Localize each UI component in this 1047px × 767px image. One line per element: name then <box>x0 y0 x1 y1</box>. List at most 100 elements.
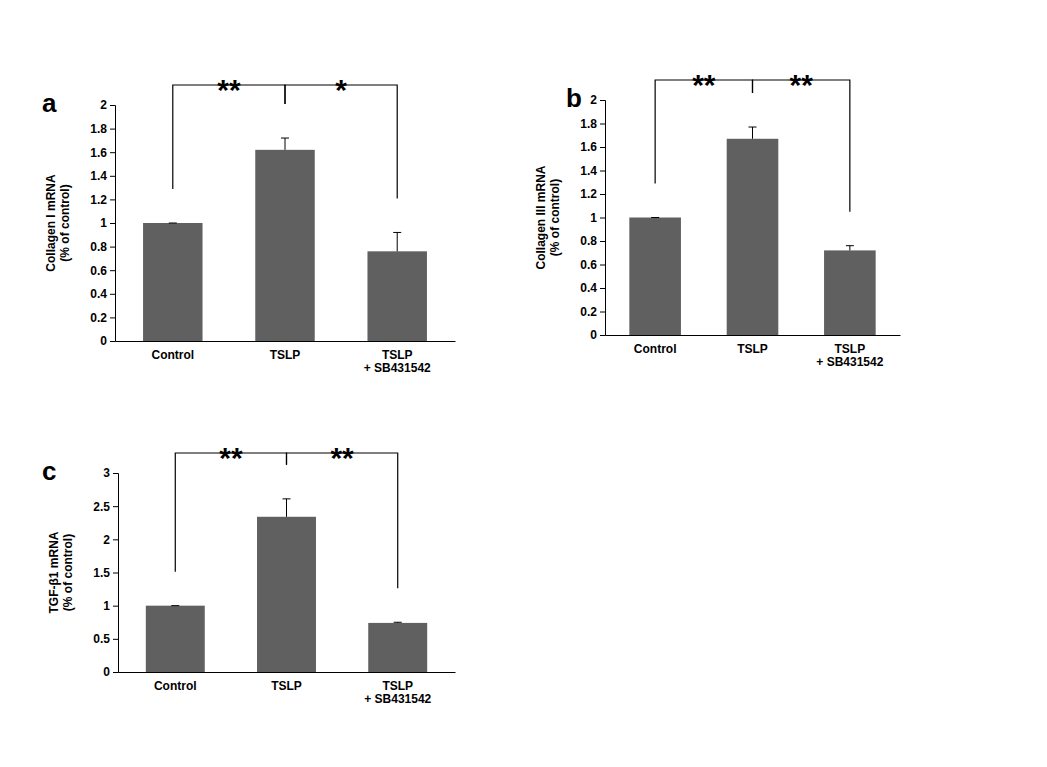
axis-line <box>606 335 901 336</box>
tick-label-line: TSLP <box>382 348 413 362</box>
significance-label: ** <box>217 73 241 106</box>
y-axis: 00.20.40.60.811.21.41.61.82 <box>90 98 115 348</box>
tick: Control <box>151 341 194 362</box>
tick: 0.8 <box>90 240 115 254</box>
tick-mark <box>600 147 605 148</box>
tick: 1 <box>100 216 115 230</box>
tick-label: 1.6 <box>90 146 107 160</box>
tick: Control <box>154 672 197 693</box>
error-bar <box>171 605 179 606</box>
bar <box>255 150 314 341</box>
tick-mark <box>600 218 605 219</box>
tick: 2 <box>590 93 605 107</box>
panel: 00.20.40.60.811.21.41.61.82ControlTSLPTS… <box>534 68 901 369</box>
error-bars <box>651 127 854 250</box>
plot-area <box>629 127 875 335</box>
bar <box>727 139 779 335</box>
y-axis-title: Collagen III mRNA(% of control) <box>534 165 562 269</box>
tick-label: 0 <box>100 334 107 348</box>
tick-mark <box>600 335 605 336</box>
significance-label: ** <box>219 441 243 474</box>
tick-mark <box>600 124 605 125</box>
tick-label: 1.2 <box>580 187 597 201</box>
tick: 0.4 <box>90 287 115 301</box>
axis-line <box>110 106 116 342</box>
tick-mark <box>110 294 115 295</box>
error-bar <box>281 138 289 150</box>
bar <box>257 517 316 672</box>
tick: 0 <box>590 328 605 342</box>
error-bar <box>169 223 177 224</box>
tick: TSLP <box>737 335 768 356</box>
tick-label: 2.5 <box>93 500 110 514</box>
tick-label: TSLP <box>271 679 302 693</box>
tick-label: 0.4 <box>90 287 107 301</box>
axis-line <box>600 101 606 336</box>
tick-label: TSLP <box>737 342 768 356</box>
error-bar <box>749 127 757 139</box>
tick-label: Control <box>151 348 194 362</box>
tick: 0.6 <box>580 258 605 272</box>
tick-label: 0.8 <box>580 234 597 248</box>
tick-label: 1 <box>103 599 110 613</box>
panel-label: c <box>42 456 56 486</box>
y-axis-title: Collagen I mRNA(% of control) <box>44 174 72 272</box>
axis-line <box>119 672 456 673</box>
tick-label: 0 <box>103 665 110 679</box>
tick: 1.2 <box>90 193 115 207</box>
tick: 1.5 <box>93 566 118 580</box>
tick: 1.8 <box>580 117 605 131</box>
significance-label: ** <box>790 68 814 101</box>
tick-mark <box>600 171 605 172</box>
tick-label-line: TSLP <box>382 679 413 693</box>
tick: 2 <box>100 98 115 112</box>
x-axis: ControlTSLPTSLP+ SB431542 <box>606 335 901 369</box>
figure: 0 0.2 0.4 0.6 0.8 1 1.2 1.4 1.6 1.8 2 Control TSLP TS… <box>0 0 1047 767</box>
y-axis-title: TGF-β1 mRNA(% of control) <box>47 531 75 613</box>
tick: Control <box>634 335 677 356</box>
tick: 1.6 <box>580 140 605 154</box>
tick-mark <box>600 265 605 266</box>
tick-label: TSLP <box>270 348 301 362</box>
bar <box>143 223 202 341</box>
tick-mark <box>600 312 605 313</box>
tick-label: 1.6 <box>580 140 597 154</box>
tick-label: 1 <box>590 211 597 225</box>
tick-label: 1.4 <box>90 169 107 183</box>
tick-label: 3 <box>103 466 110 480</box>
tick-mark <box>600 288 605 289</box>
tick-mark <box>110 317 115 318</box>
tick: 0.2 <box>580 305 605 319</box>
tick: 0.2 <box>90 311 115 325</box>
y-axis: 00.20.40.60.811.21.41.61.82 <box>580 93 605 342</box>
x-axis: ControlTSLPTSLP+ SB431542 <box>116 341 456 375</box>
significance-label: ** <box>692 68 716 101</box>
tick-mark <box>113 573 118 574</box>
error-bars <box>169 138 401 251</box>
axis-line <box>113 474 119 673</box>
y-axis-title-line: (% of control) <box>548 179 562 256</box>
y-axis-title-line: Collagen I mRNA <box>44 174 58 272</box>
y-axis-title-line: (% of control) <box>58 184 72 261</box>
tick-mark <box>110 176 115 177</box>
tick-mark <box>110 199 115 200</box>
y-axis-title-line: Collagen III mRNA <box>534 165 548 269</box>
tick: TSLP <box>271 672 302 693</box>
tick: 1 <box>590 211 605 225</box>
error-bar <box>393 232 401 251</box>
plot-area <box>146 499 427 672</box>
bar <box>629 218 681 336</box>
panel: 00.20.40.60.811.21.41.61.82ControlTSLPTS… <box>44 73 456 375</box>
tick: 0.5 <box>93 632 118 646</box>
error-bar <box>394 622 402 624</box>
x-axis: ControlTSLPTSLP+ SB431542 <box>119 672 456 706</box>
panel: 00.511.522.53ControlTSLPTSLP+ SB431542TG… <box>47 441 456 706</box>
tick-mark <box>600 194 605 195</box>
tick-label: 0.6 <box>580 258 597 272</box>
tick-label-line: TSLP <box>835 342 866 356</box>
tick-mark <box>600 100 605 101</box>
tick: 1.2 <box>580 187 605 201</box>
tick-mark <box>600 241 605 242</box>
error-bars <box>171 499 401 623</box>
tick-label: 1 <box>100 216 107 230</box>
